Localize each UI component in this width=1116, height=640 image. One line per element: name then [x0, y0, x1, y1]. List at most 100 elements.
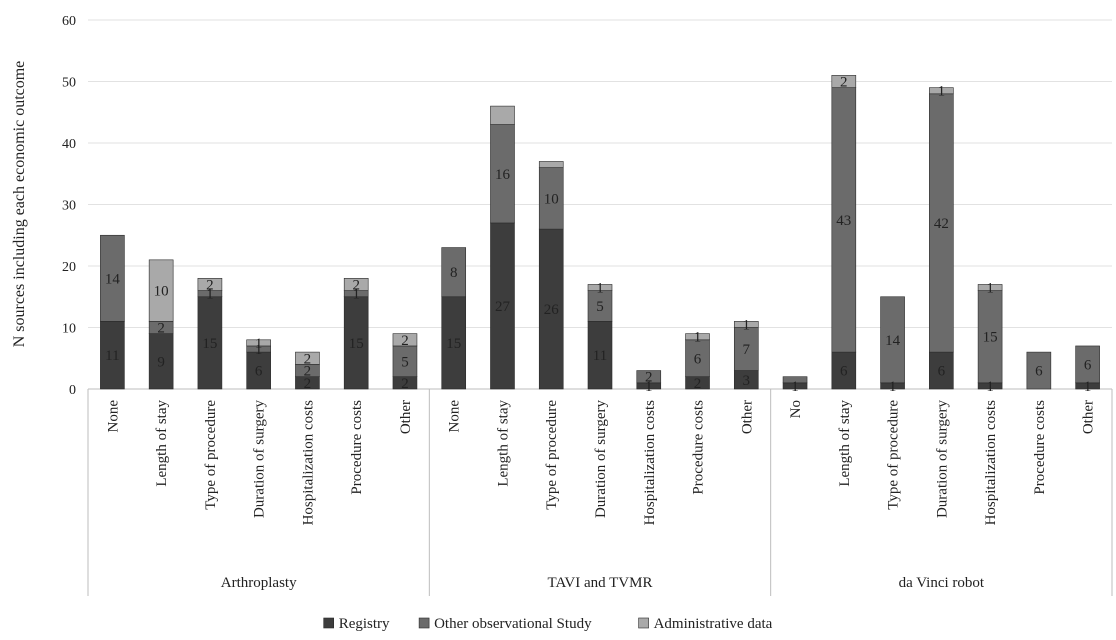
legend-swatch: [638, 617, 649, 629]
data-label: 9: [157, 354, 165, 370]
data-label: 26: [544, 302, 560, 318]
x-tick-label: Other: [1081, 400, 1097, 434]
x-tick-label: Hospitalization costs: [983, 400, 999, 526]
x-tick-label: None: [105, 400, 121, 433]
data-label: 10: [154, 284, 169, 300]
x-tick-label: Type of procedure: [203, 400, 219, 510]
x-tick-label: Duration of surgery: [934, 400, 950, 519]
data-label: 15: [446, 336, 461, 352]
data-label: 6: [1084, 357, 1092, 373]
legend-label: Administrative data: [654, 616, 773, 632]
x-tick-label: Procedure costs: [691, 400, 707, 495]
data-label: 10: [544, 191, 559, 207]
y-tick-label: 30: [62, 199, 76, 214]
data-label: 11: [105, 348, 119, 364]
x-tick-label: Hospitalization costs: [642, 400, 658, 526]
data-label: 14: [885, 333, 901, 349]
data-label: 1: [938, 84, 946, 100]
bar-segment: [1075, 345, 1100, 384]
legend-swatch: [418, 617, 430, 629]
data-label: 6: [840, 364, 848, 380]
bar-segment: [100, 234, 125, 322]
data-label: 1: [743, 317, 751, 333]
bars: [100, 75, 1100, 390]
data-label: 2: [352, 277, 360, 293]
bar-segment: [148, 259, 174, 322]
gridlines: [88, 19, 1112, 390]
bar-segment: [685, 339, 710, 377]
x-tick-label: Type of procedure: [544, 400, 560, 510]
x-tick-label: Length of stay: [495, 400, 511, 487]
legend-label: Other observational Study: [434, 616, 592, 632]
data-label: 14: [105, 271, 121, 287]
bar-segment: [929, 93, 954, 353]
bar-segment: [148, 333, 174, 390]
data-label: 5: [401, 354, 409, 370]
x-tick-label: Length of stay: [154, 400, 170, 487]
data-label: 2: [304, 376, 312, 392]
x-axis: None Length of stay Type of procedure Durat…: [87, 389, 1113, 596]
y-tick-label: 60: [62, 14, 76, 29]
data-label: 7: [743, 342, 751, 358]
bar-segment: [246, 351, 271, 390]
bar-segment: [685, 333, 710, 341]
data-label: 15: [202, 336, 217, 352]
data-label: 1: [986, 379, 994, 395]
bar-segment: [197, 277, 223, 291]
bar-segment: [977, 290, 1003, 384]
x-tick-label: Length of stay: [837, 400, 853, 487]
data-label: 1: [1084, 379, 1092, 395]
data-label: 16: [495, 167, 511, 183]
group-label: da Vinci robot: [899, 575, 985, 591]
x-tick-label: Other: [398, 400, 414, 434]
bar-segment: [977, 284, 1003, 291]
bar-segment: [490, 222, 515, 390]
bar-segment: [343, 296, 369, 390]
data-label: 6: [694, 351, 702, 367]
x-tick-label: Procedure costs: [1032, 400, 1048, 495]
bar-segment: [733, 321, 759, 328]
bar-segment: [1026, 351, 1052, 390]
bar-segment: [441, 296, 467, 390]
bar-segment: [441, 247, 467, 298]
bar-segment: [538, 167, 564, 230]
x-tick-label: Procedure costs: [349, 400, 365, 495]
y-tick-label: 40: [62, 137, 76, 152]
data-label: 42: [934, 216, 949, 232]
x-tick-label: Duration of surgery: [593, 400, 609, 519]
bar-segment: [880, 296, 905, 384]
data-label: 11: [593, 348, 607, 364]
data-label: 6: [255, 364, 263, 380]
data-label: 8: [450, 265, 458, 281]
bar-segment: [490, 124, 515, 224]
data-label: 5: [596, 299, 604, 315]
bar-segment: [831, 87, 857, 353]
bar-segment: [587, 284, 613, 291]
x-tick-label: None: [447, 400, 463, 433]
legend: Registry Other observational Study Adminis…: [323, 616, 773, 632]
data-label: 1: [255, 342, 263, 358]
group-label: TAVI and TVMR: [548, 575, 653, 591]
legend-label: Registry: [339, 616, 390, 632]
bar-segment: [295, 351, 320, 365]
data-label: 1: [206, 287, 214, 303]
x-tick-label: Hospitalization costs: [300, 400, 316, 526]
y-axis: 0 10 20 30 40 50 60: [62, 14, 76, 398]
data-label: 15: [983, 330, 998, 346]
bar-segment: [100, 321, 125, 390]
data-label: 1: [791, 379, 799, 395]
data-label: 1: [889, 379, 897, 395]
x-tick-label: No: [788, 400, 804, 418]
bar-segment: [538, 161, 564, 168]
data-label: 6: [938, 364, 946, 380]
bar-segment: [929, 87, 954, 95]
bar-segment: [636, 370, 662, 384]
data-label: 2: [401, 376, 409, 392]
bar-segment: [587, 290, 613, 322]
bar-segment: [831, 75, 857, 88]
bar-segment: [490, 105, 515, 125]
y-axis-label: N sources including each economic outcom…: [11, 61, 28, 348]
x-tick-label: Duration of surgery: [252, 400, 268, 519]
